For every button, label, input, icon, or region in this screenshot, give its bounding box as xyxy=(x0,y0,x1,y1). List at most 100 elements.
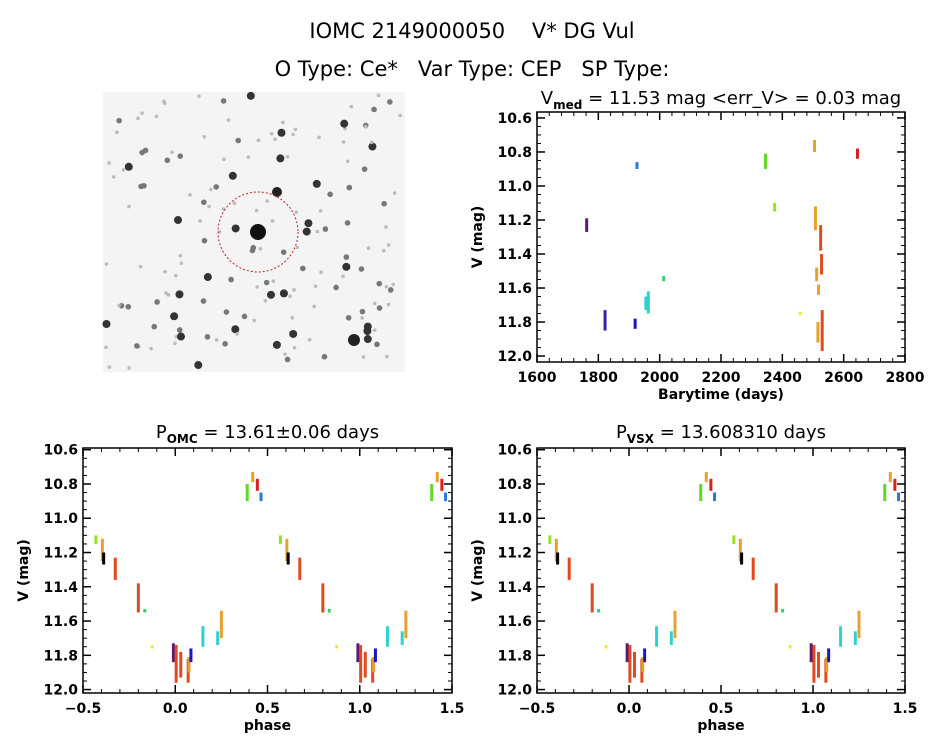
y-tick-label: 10.8 xyxy=(43,477,78,493)
data-point-group xyxy=(738,538,742,562)
star xyxy=(387,287,394,293)
y-axis-label: V (mag) xyxy=(470,206,486,269)
plot-title: PVSX = 13.608310 days xyxy=(616,422,826,446)
x-tick-label: 2000 xyxy=(640,370,679,386)
star xyxy=(363,124,368,129)
data-point-group xyxy=(819,225,823,251)
star xyxy=(177,153,184,159)
plot-title: Vmed = 11.53 mag <err_V> = 0.03 mag xyxy=(541,88,901,112)
star xyxy=(369,140,374,145)
star xyxy=(269,131,274,136)
data-point-group xyxy=(883,483,887,502)
star xyxy=(198,219,202,223)
plot-frame xyxy=(536,447,906,694)
star xyxy=(349,104,354,109)
star xyxy=(327,191,333,198)
star xyxy=(163,269,167,274)
x-tick-label: 0.5 xyxy=(255,701,280,717)
star xyxy=(194,361,203,370)
data-point-group xyxy=(356,643,360,663)
data-point-group xyxy=(857,610,861,639)
star xyxy=(283,352,287,356)
star xyxy=(381,200,387,207)
star xyxy=(231,325,240,334)
star xyxy=(384,284,389,289)
data-point-group xyxy=(298,557,302,580)
star xyxy=(107,161,111,165)
star xyxy=(228,276,234,283)
star xyxy=(346,184,353,191)
y-tick-label: 12.0 xyxy=(497,349,532,365)
title-main: P xyxy=(616,422,627,443)
data-point-group xyxy=(430,483,434,502)
data-point-group xyxy=(327,609,331,613)
data-point-group xyxy=(554,538,558,562)
star xyxy=(312,179,321,188)
data-point-group xyxy=(669,631,673,646)
y-tick-label: 11.0 xyxy=(497,179,532,195)
data-point-group xyxy=(444,492,448,502)
data-point-group xyxy=(815,267,819,282)
star xyxy=(176,332,185,341)
plot-frame xyxy=(82,447,453,694)
star xyxy=(341,274,345,279)
star xyxy=(348,334,360,346)
data-point-group xyxy=(259,492,263,502)
y-tick-label: 10.6 xyxy=(497,443,532,459)
title-rest: = 11.53 mag <err_V> = 0.03 mag xyxy=(582,88,901,109)
star xyxy=(281,120,285,125)
x-tick-label: 0.0 xyxy=(163,701,188,717)
y-tick-label: 12.0 xyxy=(43,683,78,699)
x-tick-label: 0.5 xyxy=(709,701,734,717)
star xyxy=(265,199,270,203)
y-tick-label: 11.2 xyxy=(43,546,78,562)
data-point-group xyxy=(820,254,824,275)
data-point-group xyxy=(373,648,377,663)
data-point-group xyxy=(817,284,821,295)
star xyxy=(226,118,231,122)
star xyxy=(317,135,321,140)
star xyxy=(164,291,168,295)
star xyxy=(376,305,383,311)
x-tick-label: 1800 xyxy=(579,370,618,386)
y-tick-label: 11.4 xyxy=(497,580,532,596)
star xyxy=(258,247,263,251)
x-axis-label: phase xyxy=(244,718,291,734)
star xyxy=(223,309,230,315)
data-point-group xyxy=(813,206,817,231)
star xyxy=(263,298,268,303)
star xyxy=(256,138,261,143)
data-point-group xyxy=(644,296,648,311)
x-tick-label: 2600 xyxy=(824,370,863,386)
star xyxy=(149,346,153,351)
data-point-group xyxy=(646,291,650,314)
star xyxy=(115,130,119,135)
data-point-group xyxy=(662,276,666,282)
star xyxy=(333,284,339,291)
data-point-group xyxy=(189,648,193,663)
data-point-group xyxy=(404,610,408,639)
star xyxy=(315,229,320,234)
x-tick-label: 2800 xyxy=(886,370,925,386)
data-point-group xyxy=(897,492,901,502)
star xyxy=(276,154,285,163)
star xyxy=(176,327,183,333)
star xyxy=(284,356,291,363)
data-point-group xyxy=(201,626,205,647)
star xyxy=(358,266,365,272)
data-point-group xyxy=(372,657,376,673)
star xyxy=(254,208,259,213)
data-point-group xyxy=(174,645,178,683)
x-tick-label: 1.0 xyxy=(801,701,826,717)
data-point-group xyxy=(286,552,290,565)
y-tick-label: 11.2 xyxy=(497,213,532,229)
y-tick-label: 11.4 xyxy=(43,580,78,596)
star xyxy=(228,171,237,180)
star xyxy=(271,279,276,283)
star xyxy=(343,254,350,260)
star xyxy=(279,289,288,298)
star xyxy=(127,204,131,209)
star-field xyxy=(102,91,402,370)
star xyxy=(300,265,306,272)
data-point-group xyxy=(816,322,820,343)
